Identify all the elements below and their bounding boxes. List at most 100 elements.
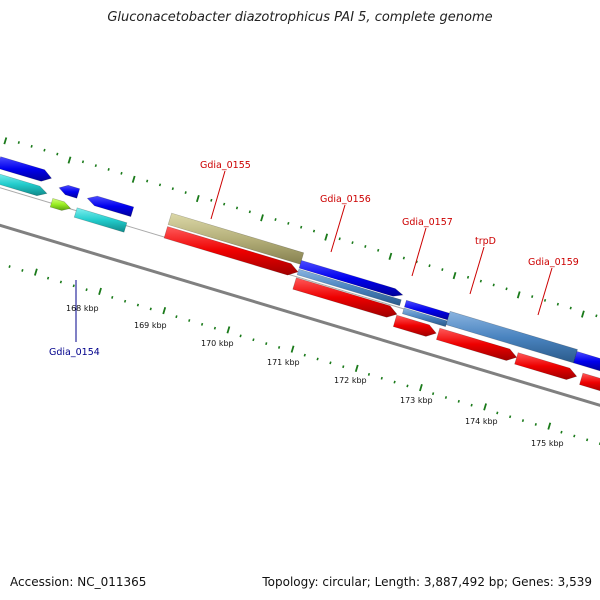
tick-minor — [175, 315, 178, 319]
feature-blue-left-2 — [58, 184, 81, 199]
scale-label-170kbp: 170 kbp — [201, 339, 234, 348]
tick-minor — [479, 279, 482, 283]
tick-major — [547, 422, 552, 430]
tick-major — [260, 214, 264, 222]
tick-minor — [329, 361, 332, 365]
tick-minor — [210, 198, 213, 202]
gene-label-gdia-0159: Gdia_0159 — [528, 257, 579, 268]
tick-major — [388, 252, 393, 260]
gene-label-trpd: trpD — [475, 236, 496, 247]
tick-minor — [120, 171, 123, 175]
tick-minor — [158, 183, 162, 187]
tick-minor — [531, 295, 534, 298]
tick-minor — [223, 202, 226, 206]
tick-minor — [248, 210, 251, 214]
tick-minor — [466, 275, 470, 279]
tick-minor — [8, 265, 11, 269]
tick-minor — [402, 256, 405, 260]
tick-minor — [81, 160, 85, 164]
leader-line-gdia-0156 — [330, 204, 346, 253]
tick-minor — [521, 419, 525, 423]
scale-label-169kbp: 169 kbp — [134, 321, 167, 330]
tick-minor — [586, 438, 589, 442]
tick-major — [34, 268, 38, 276]
tick-major — [483, 403, 487, 411]
accession-text: Accession: NC_011365 — [10, 575, 147, 589]
tick-minor — [367, 372, 371, 376]
tick-minor — [265, 342, 268, 346]
tick-minor — [59, 280, 63, 284]
tick-major — [324, 233, 329, 241]
backbone-line — [0, 223, 600, 407]
map-title: Gluconacetobacter diazotrophicus PAI 5, … — [107, 10, 493, 25]
tick-minor — [111, 295, 114, 299]
tick-major — [226, 326, 231, 334]
tick-major — [419, 384, 423, 392]
tick-minor — [146, 179, 149, 183]
scale-label-168kbp: 168 kbp — [66, 304, 99, 313]
tick-minor — [136, 303, 140, 307]
gene-label-gdia-0155: Gdia_0155 — [200, 160, 251, 171]
tick-major — [354, 364, 359, 373]
feature-blue-gdia-0159 — [573, 351, 600, 372]
tick-marks — [3, 137, 600, 446]
scale-label-171kbp: 171 kbp — [267, 358, 300, 367]
tick-major — [195, 194, 200, 203]
tick-minor — [431, 392, 435, 396]
tick-minor — [171, 187, 174, 191]
tick-minor — [46, 276, 50, 280]
tick-minor — [573, 434, 576, 438]
leader-line-gdia-0155 — [210, 170, 226, 220]
tick-minor — [364, 245, 367, 248]
tick-minor — [94, 164, 97, 168]
tick-major — [162, 307, 167, 315]
feature-steel-gdia-0156 — [296, 268, 402, 306]
tick-minor — [457, 399, 460, 403]
tick-minor — [200, 322, 204, 326]
tick-minor — [274, 218, 277, 221]
tick-minor — [393, 380, 396, 384]
feature-cyan-gdia-0154 — [73, 207, 128, 233]
scale-label-174kbp: 174 kbp — [465, 417, 498, 426]
tick-minor — [252, 338, 255, 342]
gene-labels: Gdia_0154 Gdia_0155 Gdia_0156 Gdia_0157 trpD… — [49, 160, 579, 358]
tick-major — [452, 271, 457, 280]
scale-labels: 168 kbp 169 kbp 170 kbp 171 kbp 172 kbp 173 k… — [66, 304, 564, 448]
feature-red-trpd — [436, 327, 518, 361]
tick-minor — [30, 144, 33, 148]
tick-minor — [85, 288, 88, 292]
tick-minor — [505, 287, 508, 291]
tick-major — [290, 345, 295, 353]
tick-minor — [444, 396, 448, 399]
tick-minor — [470, 403, 473, 407]
tick-minor — [303, 353, 306, 357]
leader-line-gdia-0159 — [537, 267, 553, 316]
tick-minor — [441, 268, 444, 272]
tick-minor — [342, 365, 345, 369]
leader-line-trpd — [469, 246, 485, 295]
tick-minor — [188, 319, 191, 322]
feature-blue-left-3 — [86, 195, 135, 217]
tick-major — [3, 137, 8, 145]
feature-red-gdia-0155 — [163, 226, 299, 276]
tick-minor — [17, 141, 20, 144]
tick-minor — [21, 269, 24, 272]
feature-red-right — [579, 372, 600, 392]
feature-red-gdia-0159 — [514, 352, 578, 380]
gene-features — [0, 156, 600, 392]
tick-minor — [312, 229, 316, 233]
tick-major — [131, 175, 136, 183]
tick-minor — [338, 237, 341, 241]
tick-major — [98, 287, 102, 295]
tick-minor — [235, 206, 239, 210]
tick-major — [581, 310, 585, 318]
feature-blue-gdia-0156 — [298, 260, 404, 297]
tick-minor — [287, 221, 290, 225]
tick-minor — [300, 225, 303, 229]
leader-line-gdia-0157 — [411, 227, 427, 277]
topology-text: Topology: circular; Length: 3,887,492 bp… — [262, 575, 592, 589]
gene-label-lines — [75, 170, 553, 342]
tick-minor — [56, 152, 59, 156]
tick-minor — [415, 260, 418, 264]
